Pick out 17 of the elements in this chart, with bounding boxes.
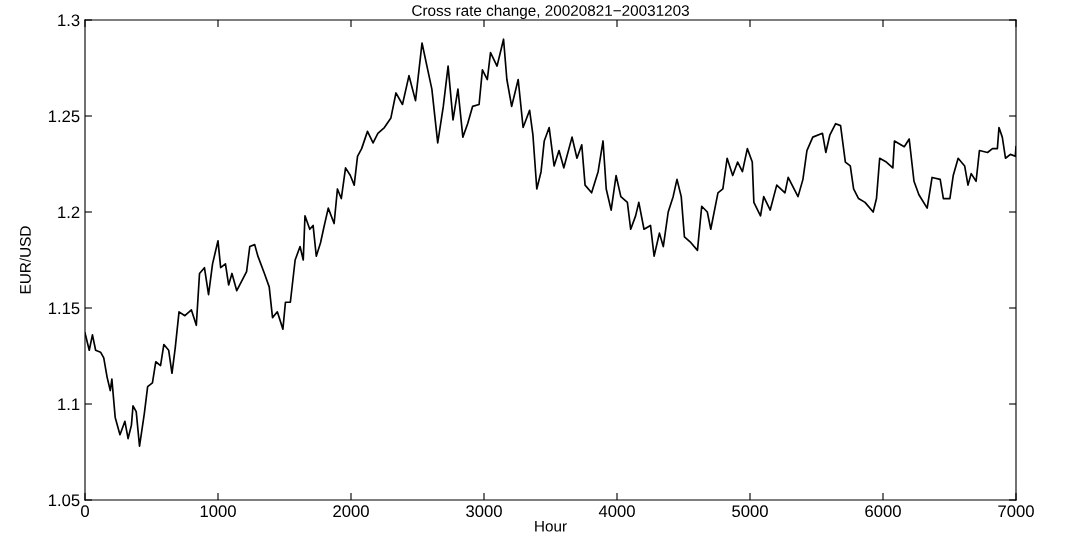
x-tick-label: 3000	[466, 505, 502, 518]
x-tick-label: 7000	[998, 505, 1034, 518]
y-tick-label: 1.3	[58, 14, 80, 27]
y-tick-label: 1.25	[48, 110, 80, 123]
y-tick-label: 1.15	[48, 302, 80, 315]
y-tick-label: 1.1	[58, 398, 80, 411]
x-tick-label: 5000	[732, 505, 768, 518]
y-axis-title: EUR/USD	[19, 226, 31, 294]
chart-title: Cross rate change, 20020821−20031203	[412, 4, 689, 19]
y-tick-label: 1.2	[58, 206, 80, 219]
x-tick-label: 0	[81, 505, 89, 518]
x-tick-label: 1000	[200, 505, 236, 518]
x-tick-label: 2000	[333, 505, 369, 518]
x-tick-label: 6000	[865, 505, 901, 518]
y-tick-label: 1.05	[48, 494, 80, 507]
x-tick-label: 4000	[598, 505, 635, 518]
x-axis-title: Hour	[535, 520, 567, 532]
